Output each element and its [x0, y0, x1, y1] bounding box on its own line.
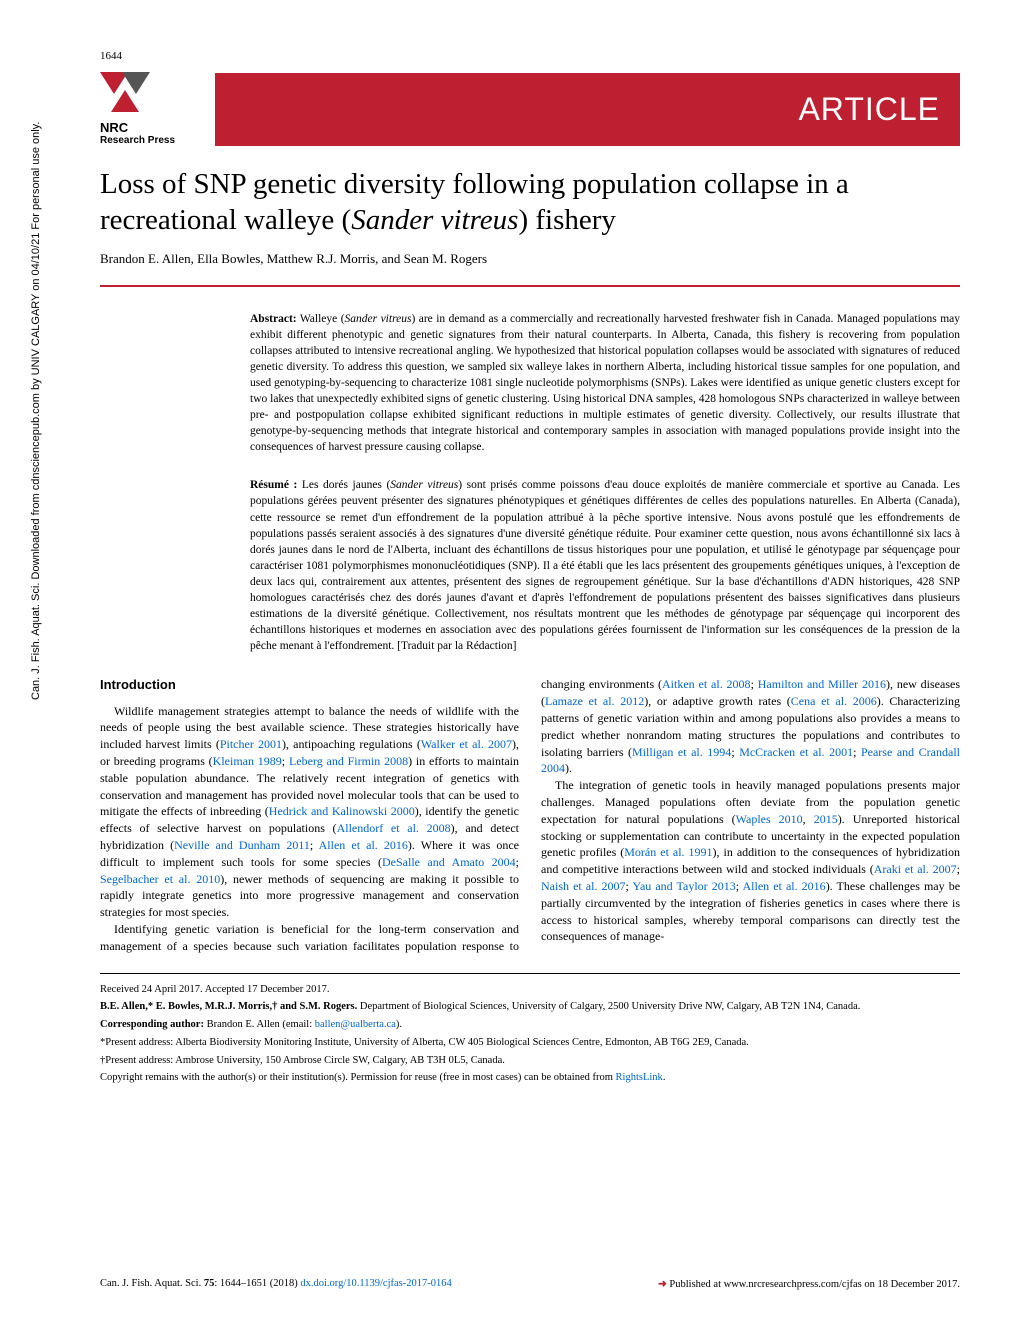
copyright: Copyright remains with the author(s) or … [100, 1070, 960, 1086]
corresponding-author: Corresponding author: Brandon E. Allen (… [100, 1017, 960, 1033]
resume: Résumé : Les dorés jaunes (Sander vitreu… [250, 477, 960, 654]
body-text: Introduction Wildlife management strateg… [100, 676, 960, 954]
page-number: 1644 [100, 50, 960, 62]
intro-heading: Introduction [100, 676, 519, 694]
logo-subtitle: Research Press [100, 135, 200, 146]
publisher-logo: NRC Research Press [100, 72, 200, 146]
header: NRC Research Press ARTICLE [100, 72, 960, 146]
author-affiliations: B.E. Allen,* E. Bowles, M.R.J. Morris,† … [100, 999, 960, 1015]
bottom-bar: Can. J. Fish. Aquat. Sci. 75: 1644–1651 … [100, 1278, 960, 1290]
logo-name: NRC [100, 120, 200, 135]
article-title: Loss of SNP genetic diversity following … [100, 166, 960, 239]
authors: Brandon E. Allen, Ella Bowles, Matthew R… [100, 251, 960, 267]
divider [100, 285, 960, 287]
footer-divider [100, 973, 960, 974]
resume-text: Les dorés jaunes (Sander vitreus) sont p… [250, 479, 960, 652]
present-address-2: †Present address: Ambrose University, 15… [100, 1053, 960, 1069]
footer: Received 24 April 2017. Accepted 17 Dece… [100, 982, 960, 1087]
logo-icon [100, 72, 150, 117]
article-banner: ARTICLE [215, 73, 960, 146]
abstract-text: Walleye (Sander vitreus) are in demand a… [250, 313, 960, 454]
resume-label: Résumé : [250, 479, 297, 491]
citation: Can. J. Fish. Aquat. Sci. 75: 1644–1651 … [100, 1278, 452, 1290]
download-sidebar: Can. J. Fish. Aquat. Sci. Downloaded fro… [30, 122, 42, 700]
published-info: ➜ Published at www.nrcresearchpress.com/… [658, 1278, 960, 1290]
received-date: Received 24 April 2017. Accepted 17 Dece… [100, 982, 960, 998]
abstract-label: Abstract: [250, 313, 297, 325]
abstract: Abstract: Walleye (Sander vitreus) are i… [250, 311, 960, 456]
present-address-1: *Present address: Alberta Biodiversity M… [100, 1035, 960, 1051]
intro-p1: Wildlife management strategies attempt t… [100, 703, 519, 921]
intro-p3: The integration of genetic tools in heav… [541, 777, 960, 945]
